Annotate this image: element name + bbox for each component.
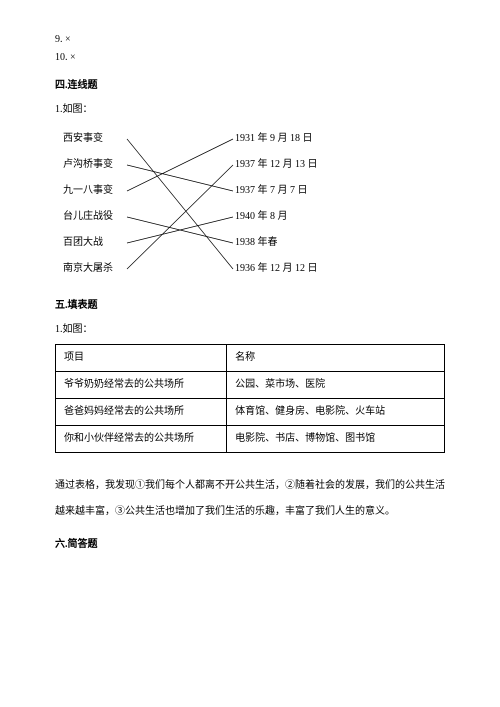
matching-right-item: 1937 年 12 月 13 日 xyxy=(235,152,318,178)
section-5-paragraph: 通过表格，我发现①我们每个人都离不开公共生活，②随着社会的发展，我们的公共生活越… xyxy=(55,473,445,525)
matching-left-item: 西安事变 xyxy=(63,126,113,152)
matching-left-item: 台儿庄战役 xyxy=(63,204,113,230)
table-cell: 体育馆、健身房、电影院、火车站 xyxy=(227,399,445,426)
table-row: 你和小伙伴经常去的公共场所 电影院、书店、博物馆、图书馆 xyxy=(56,426,445,453)
matching-diagram: 西安事变卢沟桥事变九一八事变台儿庄战役百团大战南京大屠杀 1931 年 9 月 … xyxy=(55,126,445,286)
fill-table: 项目 名称 爷爷奶奶经常去的公共场所 公园、菜市场、医院 爸爸妈妈经常去的公共场… xyxy=(55,344,445,453)
table-cell: 公园、菜市场、医院 xyxy=(227,372,445,399)
table-header-0: 项目 xyxy=(56,345,227,372)
page: 9. × 10. × 四.连线题 1.如图： 西安事变卢沟桥事变九一八事变台儿庄… xyxy=(0,0,500,707)
completion-9: 9. × xyxy=(55,32,445,48)
matching-left-column: 西安事变卢沟桥事变九一八事变台儿庄战役百团大战南京大屠杀 xyxy=(63,126,113,282)
matching-right-item: 1938 年春 xyxy=(235,230,318,256)
table-row: 爸爸妈妈经常去的公共场所 体育馆、健身房、电影院、火车站 xyxy=(56,399,445,426)
matching-right-item: 1937 年 7 月 7 日 xyxy=(235,178,318,204)
matching-right-item: 1940 年 8 月 xyxy=(235,204,318,230)
matching-right-item: 1931 年 9 月 18 日 xyxy=(235,126,318,152)
matching-left-item: 南京大屠杀 xyxy=(63,256,113,282)
matching-left-item: 九一八事变 xyxy=(63,178,113,204)
table-row: 项目 名称 xyxy=(56,345,445,372)
section-5-title: 五.填表题 xyxy=(55,298,445,314)
section-4-title: 四.连线题 xyxy=(55,78,445,94)
matching-right-item: 1936 年 12 月 12 日 xyxy=(235,256,318,282)
section-5-prompt: 1.如图： xyxy=(55,322,445,338)
completion-10: 10. × xyxy=(55,50,445,66)
matching-left-item: 百团大战 xyxy=(63,230,113,256)
table-cell: 电影院、书店、博物馆、图书馆 xyxy=(227,426,445,453)
section-4-prompt: 1.如图： xyxy=(55,102,445,118)
table-header-1: 名称 xyxy=(227,345,445,372)
matching-left-item: 卢沟桥事变 xyxy=(63,152,113,178)
table-cell: 爸爸妈妈经常去的公共场所 xyxy=(56,399,227,426)
section-6-title: 六.简答题 xyxy=(55,537,445,553)
matching-right-column: 1931 年 9 月 18 日1937 年 12 月 13 日1937 年 7 … xyxy=(235,126,318,282)
table-cell: 你和小伙伴经常去的公共场所 xyxy=(56,426,227,453)
table-cell: 爷爷奶奶经常去的公共场所 xyxy=(56,372,227,399)
table-row: 爷爷奶奶经常去的公共场所 公园、菜市场、医院 xyxy=(56,372,445,399)
